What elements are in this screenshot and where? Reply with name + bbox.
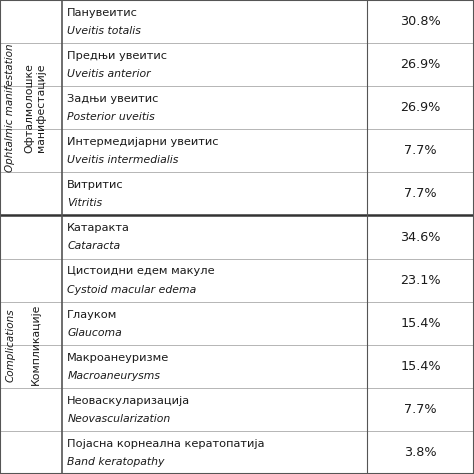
Text: Офталмолошке
манифестације: Офталмолошке манифестације	[25, 63, 46, 153]
Text: Complications: Complications	[5, 308, 16, 382]
Text: 30.8%: 30.8%	[401, 15, 441, 28]
Text: 26.9%: 26.9%	[401, 101, 441, 114]
Text: 15.4%: 15.4%	[401, 317, 441, 330]
Text: Витритис: Витритис	[67, 180, 124, 190]
Text: Glaucoma: Glaucoma	[67, 328, 122, 337]
Text: Band keratopathy: Band keratopathy	[67, 457, 164, 467]
Text: Cystoid macular edema: Cystoid macular edema	[67, 284, 197, 294]
Text: 7.7%: 7.7%	[404, 403, 437, 416]
Text: Uveitis totalis: Uveitis totalis	[67, 26, 141, 36]
Text: 26.9%: 26.9%	[401, 58, 441, 71]
Text: Макроанеуризме: Макроанеуризме	[67, 353, 170, 363]
Text: Глауком: Глауком	[67, 310, 118, 319]
Text: 15.4%: 15.4%	[401, 360, 441, 373]
Text: Цистоидни едем макуле: Цистоидни едем макуле	[67, 266, 215, 276]
Text: Uveitis intermedialis: Uveitis intermedialis	[67, 155, 179, 165]
Text: 7.7%: 7.7%	[404, 187, 437, 201]
Text: Neovascularization: Neovascularization	[67, 414, 171, 424]
Text: Posterior uveitis: Posterior uveitis	[67, 112, 155, 122]
Text: 3.8%: 3.8%	[404, 446, 437, 459]
Text: Vitritis: Vitritis	[67, 199, 102, 209]
Text: Компликације: Компликације	[30, 304, 41, 385]
Text: 7.7%: 7.7%	[404, 144, 437, 157]
Text: Cataracta: Cataracta	[67, 241, 120, 252]
Text: 23.1%: 23.1%	[401, 273, 441, 287]
Text: 34.6%: 34.6%	[401, 230, 441, 244]
Text: Неоваскуларизација: Неоваскуларизација	[67, 396, 191, 406]
Text: Macroaneurysms: Macroaneurysms	[67, 371, 160, 381]
Text: Интермедијарни увеитис: Интермедијарни увеитис	[67, 137, 219, 147]
Text: Uveitis anterior: Uveitis anterior	[67, 69, 151, 79]
Text: Задњи увеитис: Задњи увеитис	[67, 94, 159, 104]
Text: Ophtalmic manifestation: Ophtalmic manifestation	[5, 44, 16, 172]
Text: Појасна корнеална кератопатија: Појасна корнеална кератопатија	[67, 439, 265, 449]
Text: Панувеитис: Панувеитис	[67, 8, 138, 18]
Text: Предњи увеитис: Предњи увеитис	[67, 51, 167, 61]
Text: Катаракта: Катаракта	[67, 223, 130, 233]
